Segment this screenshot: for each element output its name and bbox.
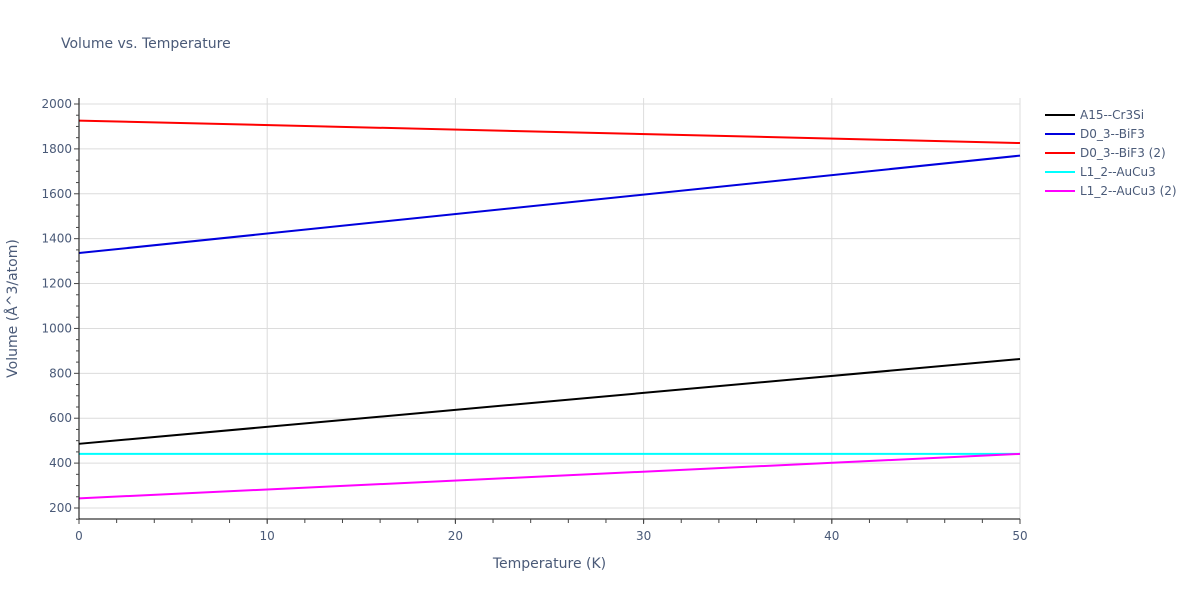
y-tick-label: 1000: [41, 321, 72, 335]
legend-item[interactable]: A15--Cr3Si: [1045, 108, 1144, 122]
y-tick-label: 800: [49, 366, 72, 380]
y-tick-label: 2000: [41, 97, 72, 111]
legend-label: L1_2--AuCu3 (2): [1080, 184, 1177, 198]
y-tick-label: 1200: [41, 277, 72, 291]
legend-item[interactable]: D0_3--BiF3 (2): [1045, 146, 1166, 160]
series-line: [78, 154, 1021, 255]
y-tick-label: 1800: [41, 142, 72, 156]
y-tick-label: 600: [49, 411, 72, 425]
y-tick-label: 400: [49, 456, 72, 470]
x-tick-label: 30: [636, 529, 651, 543]
x-tick-label: 20: [448, 529, 463, 543]
x-tick-label: 50: [1012, 529, 1027, 543]
series-line: [78, 357, 1021, 445]
series-line: [78, 452, 1021, 500]
y-axis-title: Volume (Å^3/atom): [4, 239, 21, 378]
chart-title: Volume vs. Temperature: [61, 36, 231, 52]
x-axis-title: Temperature (K): [492, 556, 606, 572]
legend-item[interactable]: D0_3--BiF3: [1045, 127, 1145, 141]
legend-label: L1_2--AuCu3: [1080, 165, 1156, 179]
legend-item[interactable]: L1_2--AuCu3 (2): [1045, 184, 1177, 198]
x-tick-label: 0: [75, 529, 83, 543]
x-tick-label: 10: [260, 529, 275, 543]
legend-label: D0_3--BiF3 (2): [1080, 146, 1166, 160]
legend-label: D0_3--BiF3: [1080, 127, 1145, 141]
series-line: [78, 119, 1021, 145]
y-tick-label: 1400: [41, 232, 72, 246]
x-tick-label: 40: [824, 529, 839, 543]
legend-label: A15--Cr3Si: [1080, 108, 1144, 122]
legend-item[interactable]: L1_2--AuCu3: [1045, 165, 1156, 179]
y-tick-label: 1600: [41, 187, 72, 201]
y-tick-label: 200: [49, 501, 72, 515]
